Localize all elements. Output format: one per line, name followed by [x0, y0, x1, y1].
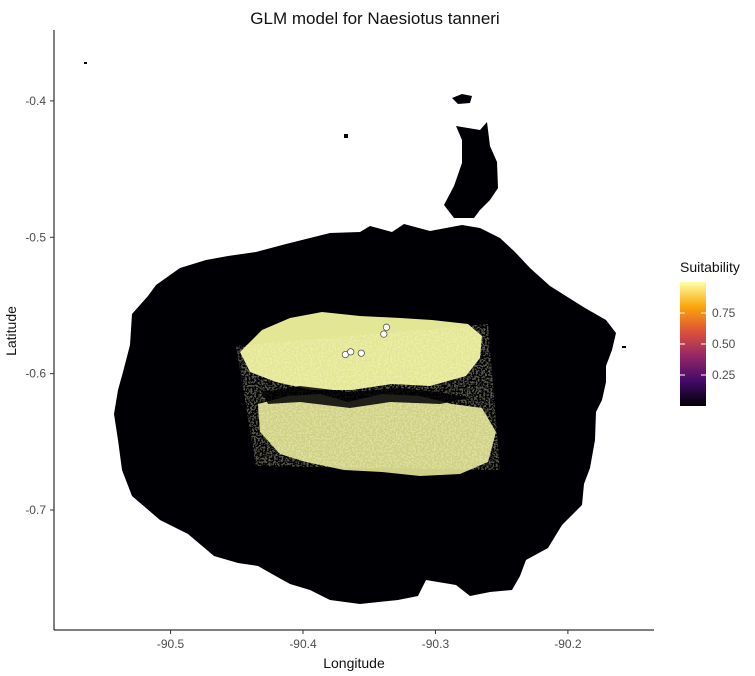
legend-break-label: 0.50	[712, 337, 736, 351]
legend-break-label: 0.25	[712, 368, 736, 382]
island-peninsula	[444, 122, 498, 218]
x-tick-label: -90.4	[289, 637, 317, 651]
x-tick-label: -90.2	[554, 637, 582, 651]
islet-small	[344, 134, 348, 138]
y-tick-label: -0.4	[25, 94, 46, 108]
highland-gap	[262, 386, 470, 408]
y-axis-title: Latitude	[3, 306, 19, 356]
islet-east	[622, 346, 626, 348]
y-tick-label: -0.6	[25, 367, 46, 381]
axes: -90.5 -90.4 -90.3 -90.2 -0.4 -0.5 -0.6 -0.7	[25, 30, 654, 651]
occurrence-point-3	[357, 349, 365, 357]
x-axis-title: Longitude	[323, 655, 385, 671]
occurrence-point-4	[380, 330, 388, 338]
y-tick-label: -0.7	[25, 503, 46, 517]
islet-north	[452, 94, 472, 104]
y-tick-label: -0.5	[25, 230, 46, 244]
islet-tiny	[84, 62, 87, 64]
legend-title: Suitability	[680, 259, 740, 275]
x-tick-label: -90.3	[422, 637, 450, 651]
occurrence-point-5	[382, 323, 391, 331]
chart-title: GLM model for Naesiotus tanneri	[250, 9, 499, 28]
x-tick-label: -90.5	[157, 637, 185, 651]
legend: Suitability 0.25 0.50 0.75	[680, 259, 740, 406]
occurrence-point-2	[347, 348, 355, 356]
plot-area	[84, 62, 626, 604]
legend-break-label: 0.75	[712, 306, 736, 320]
